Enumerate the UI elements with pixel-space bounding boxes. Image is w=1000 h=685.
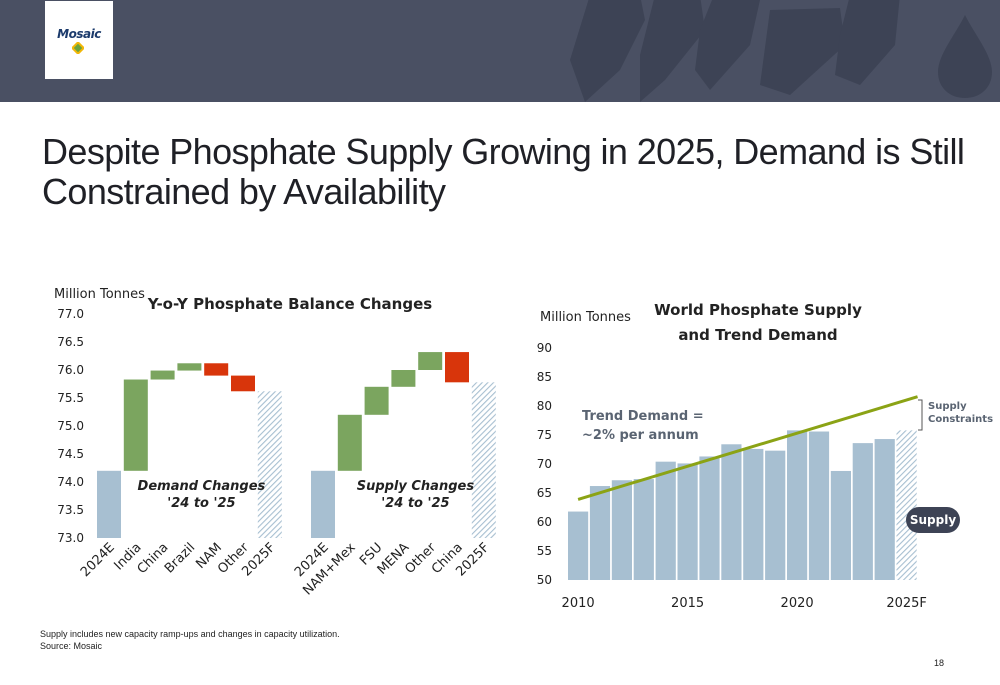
y-tick-label: 75.5	[57, 391, 84, 405]
chart-title: World Phosphate Supply and Trend Demand	[654, 301, 862, 344]
x-tick-label: Brazil	[162, 540, 198, 576]
y-tick-label: 85	[537, 370, 552, 384]
trend-annotation-line: ~2% per annum	[582, 428, 699, 443]
waterfall-bar-mena	[391, 370, 416, 387]
supply-demand-chart: Million Tonnes World Phosphate Supply and …	[537, 301, 993, 611]
x-tick-label: 2015	[671, 596, 704, 611]
supply-constraints-bracket	[918, 399, 923, 431]
y-tick-label: 60	[537, 515, 552, 529]
waterfall-bar-nam	[204, 363, 229, 376]
y-tick-label: 55	[537, 544, 552, 558]
y-tick-label: 75.0	[57, 419, 84, 433]
waterfall-bar-2024e	[311, 470, 335, 538]
group-label-line: '24 to '25	[381, 496, 449, 511]
waterfall-bar-china	[445, 352, 469, 383]
supply-bar	[743, 448, 764, 580]
trend-annotation: Trend Demand = ~2% per annum	[582, 409, 704, 443]
banner-decoration	[570, 0, 992, 102]
header-banner: Mosaic	[0, 0, 1000, 102]
waterfall-bar-fsu	[364, 386, 389, 415]
supply-constraints-label: Supply Constraints	[928, 401, 993, 425]
group-label-line: Supply Changes	[357, 479, 475, 494]
supply-bar	[677, 463, 698, 580]
waterfall-bar-2025f	[471, 382, 496, 538]
supply-bar	[874, 439, 895, 580]
supply-bar	[852, 443, 873, 580]
supply-bar	[721, 444, 742, 580]
supply-bar	[568, 511, 589, 580]
footnote-line: Supply includes new capacity ramp-ups an…	[40, 629, 340, 639]
supply-bar	[830, 470, 851, 580]
supply-bar	[787, 430, 808, 580]
y-tick-label: 80	[537, 399, 552, 413]
chart-title-line: and Trend Demand	[678, 326, 837, 344]
waterfall-bar-other	[231, 375, 255, 392]
banner-drop-shape	[938, 15, 992, 98]
logo[interactable]: Mosaic	[45, 1, 113, 79]
banner-leaf-shape	[695, 0, 760, 90]
y-tick-label: 65	[537, 486, 552, 500]
group-label-line: '24 to '25	[167, 496, 235, 511]
supply-bar	[808, 431, 830, 580]
y-tick-label: 77.0	[57, 307, 84, 321]
waterfall-bar-nam-mex	[337, 414, 362, 471]
banner-leaf-shape	[640, 0, 705, 102]
page-number: 18	[934, 658, 945, 668]
supply-bar	[611, 480, 632, 580]
trend-annotation-line: Trend Demand =	[582, 409, 704, 424]
y-tick-label: 76.5	[57, 335, 84, 349]
supply-bar	[896, 430, 917, 580]
supply-badge	[906, 507, 960, 533]
waterfall-bar-china	[150, 370, 175, 380]
y-tick-label: 73.5	[57, 503, 84, 517]
chart-title-line: World Phosphate Supply	[654, 301, 862, 319]
banner-leaf-shape	[570, 0, 645, 102]
trend-demand-line	[577, 395, 918, 501]
x-tick-label: 2024E	[78, 540, 118, 580]
supply-bar	[699, 456, 720, 580]
y-tick-label: 74.5	[57, 447, 84, 461]
y-tick-label: 76.0	[57, 363, 84, 377]
y-tick-label: 70	[537, 457, 552, 471]
y-tick-label: 75	[537, 428, 552, 442]
x-tick-label: 2025F	[886, 596, 927, 611]
supply-bar	[655, 461, 676, 580]
x-tick-label: 2020	[781, 596, 814, 611]
footnote: Supply includes new capacity ramp-ups an…	[40, 628, 340, 652]
waterfall-bar-2024e	[97, 470, 121, 538]
y-tick-label: 90	[537, 341, 552, 355]
banner-leaf-shape	[760, 8, 845, 95]
supply-bar	[589, 486, 611, 580]
supply-bar	[765, 450, 786, 580]
waterfall-bar-other	[418, 352, 443, 370]
waterfall-bar-brazil	[177, 363, 202, 371]
y-tick-label: 74.0	[57, 475, 84, 489]
y-axis-label: Million Tonnes	[54, 287, 145, 302]
y-tick-label: 73.0	[57, 531, 84, 545]
group-label-line: Demand Changes	[138, 479, 266, 494]
logo-text: Mosaic	[57, 27, 101, 41]
group-label: Demand Changes '24 to '25	[138, 479, 266, 511]
waterfall-bar-2025f	[257, 391, 282, 538]
page-title: Despite Phosphate Supply Growing in 2025…	[42, 131, 965, 212]
banner-leaf-shape	[835, 0, 900, 85]
supply-badge-label: Supply	[910, 513, 956, 527]
logo-mark-icon	[72, 42, 84, 54]
supply-constraints-label-line: Constraints	[928, 414, 993, 425]
y-axis-label: Million Tonnes	[540, 310, 631, 325]
chart-title: Y-o-Y Phosphate Balance Changes	[147, 295, 432, 313]
group-label: Supply Changes '24 to '25	[357, 479, 475, 511]
x-tick-label: 2010	[562, 596, 595, 611]
source-line: Source: Mosaic	[40, 641, 103, 651]
waterfall-bar-india	[123, 379, 148, 471]
supply-bar	[633, 479, 654, 580]
x-tick-label: China	[135, 540, 172, 577]
y-tick-label: 50	[537, 573, 552, 587]
supply-constraints-label-line: Supply	[928, 401, 967, 412]
